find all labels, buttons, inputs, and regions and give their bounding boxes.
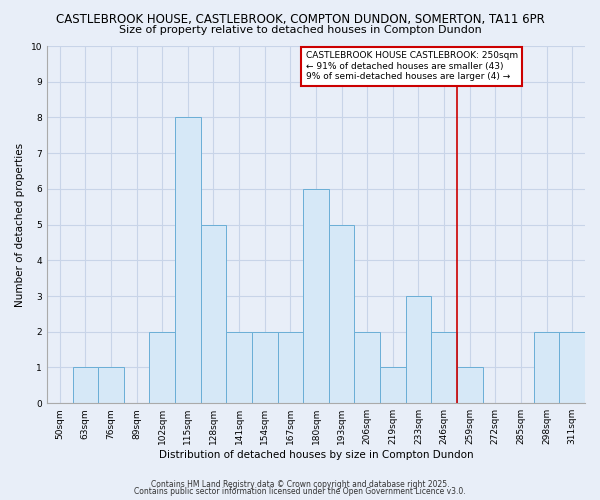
Text: CASTLEBROOK HOUSE, CASTLEBROOK, COMPTON DUNDON, SOMERTON, TA11 6PR: CASTLEBROOK HOUSE, CASTLEBROOK, COMPTON … (56, 12, 544, 26)
X-axis label: Distribution of detached houses by size in Compton Dundon: Distribution of detached houses by size … (158, 450, 473, 460)
Bar (149, 332, 175, 403)
Bar (380, 368, 406, 403)
Bar (226, 332, 252, 403)
Bar (406, 296, 431, 403)
Text: Contains public sector information licensed under the Open Government Licence v3: Contains public sector information licen… (134, 487, 466, 496)
Bar (534, 332, 559, 403)
Bar (355, 332, 380, 403)
Text: Size of property relative to detached houses in Compton Dundon: Size of property relative to detached ho… (119, 25, 481, 35)
Y-axis label: Number of detached properties: Number of detached properties (15, 142, 25, 306)
Bar (200, 224, 226, 403)
Bar (73, 368, 98, 403)
Bar (252, 332, 278, 403)
Text: CASTLEBROOK HOUSE CASTLEBROOK: 250sqm
← 91% of detached houses are smaller (43)
: CASTLEBROOK HOUSE CASTLEBROOK: 250sqm ← … (306, 52, 518, 81)
Text: Contains HM Land Registry data © Crown copyright and database right 2025.: Contains HM Land Registry data © Crown c… (151, 480, 449, 489)
Bar (329, 224, 355, 403)
Bar (278, 332, 303, 403)
Bar (175, 118, 200, 403)
Bar (457, 368, 482, 403)
Bar (98, 368, 124, 403)
Bar (559, 332, 585, 403)
Bar (303, 189, 329, 403)
Bar (431, 332, 457, 403)
